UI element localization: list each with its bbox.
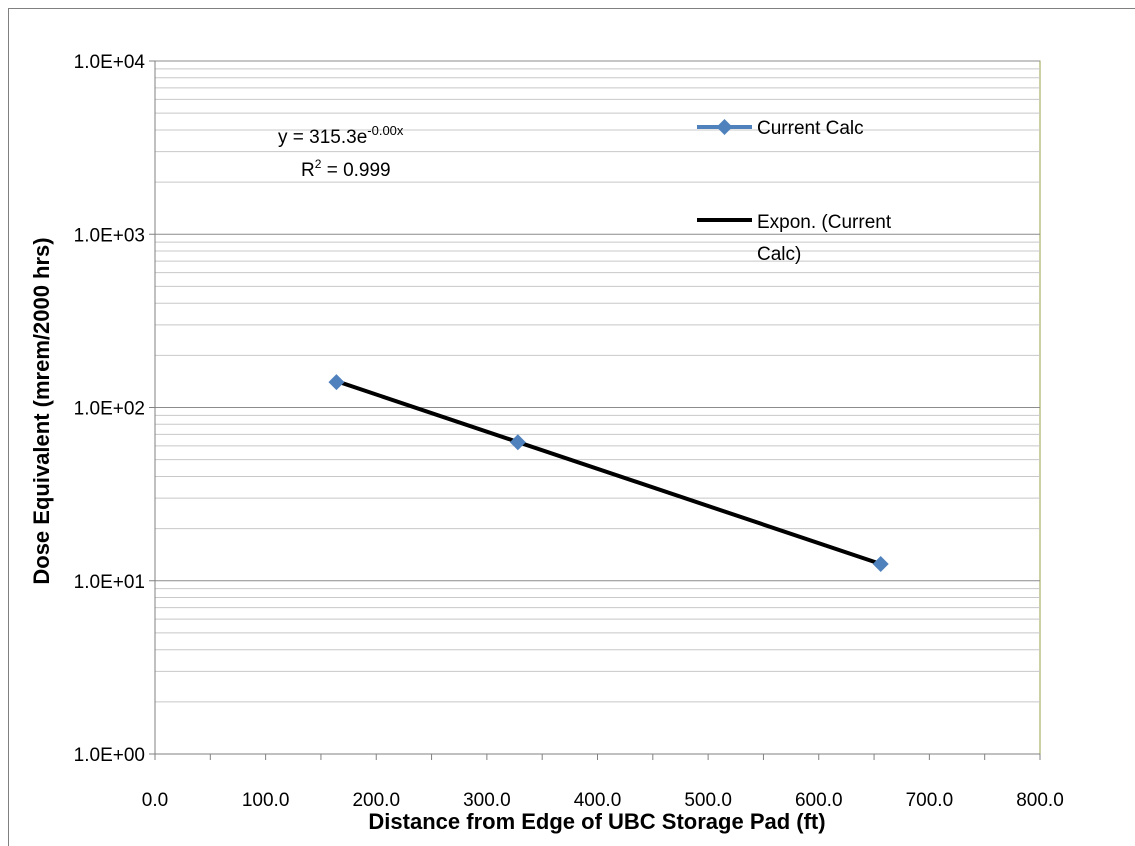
- x-tick-label: 600.0: [795, 790, 843, 811]
- y-tick-label: 1.0E+02: [74, 399, 145, 420]
- legend-series-marker: [716, 119, 733, 135]
- legend: Current Calc Expon. (Current Calc): [697, 118, 892, 265]
- y-axis-title: Dose Equivalent (mrem/2000 hrs): [29, 237, 54, 584]
- x-tick-label: 700.0: [906, 790, 954, 811]
- r2-value: = 0.999: [321, 160, 390, 181]
- r2-superscript: 2: [315, 157, 322, 171]
- legend-trendline-label-line2: Calc): [757, 244, 801, 265]
- chart-frame-top: [8, 8, 1135, 9]
- equation-prefix: y = 315.3e: [278, 127, 367, 148]
- data-point-marker: [872, 555, 889, 572]
- series-layer: [328, 374, 889, 572]
- grid-layer: [155, 60, 1040, 703]
- y-tick-label: 1.0E+03: [74, 225, 145, 246]
- y-tick-label: 1.0E+00: [74, 745, 145, 766]
- exponential-trendline: [334, 379, 883, 566]
- x-tick-label: 100.0: [242, 790, 290, 811]
- x-axis-title: Distance from Edge of UBC Storage Pad (f…: [368, 809, 825, 834]
- x-tick-label: 200.0: [352, 790, 400, 811]
- trendline-equation: y = 315.3e-0.00x: [278, 123, 404, 148]
- legend-series-label: Current Calc: [757, 118, 864, 139]
- x-tick-label: 0.0: [142, 790, 168, 811]
- axis-layer: 1.0E+00 1.0E+01 1.0E+02 1.0E+03 1.0E+04 0.0 10…: [74, 52, 1064, 811]
- equation-exponent: -0.00x: [367, 123, 404, 138]
- r-squared: R2 = 0.999: [301, 157, 391, 181]
- data-point-marker: [509, 434, 526, 451]
- x-tick-label: 400.0: [574, 790, 622, 811]
- y-tick-label: 1.0E+04: [74, 52, 146, 73]
- r2-prefix: R: [301, 160, 315, 181]
- x-tick-label: 800.0: [1016, 790, 1064, 811]
- chart-frame-left: [8, 8, 9, 846]
- trendline-layer: [334, 379, 883, 566]
- x-tick-label: 300.0: [463, 790, 511, 811]
- y-tick-label: 1.0E+01: [74, 572, 145, 593]
- data-point-marker: [328, 374, 345, 391]
- legend-trendline-label-line1: Expon. (Current: [757, 212, 892, 233]
- x-tick-label: 500.0: [684, 790, 732, 811]
